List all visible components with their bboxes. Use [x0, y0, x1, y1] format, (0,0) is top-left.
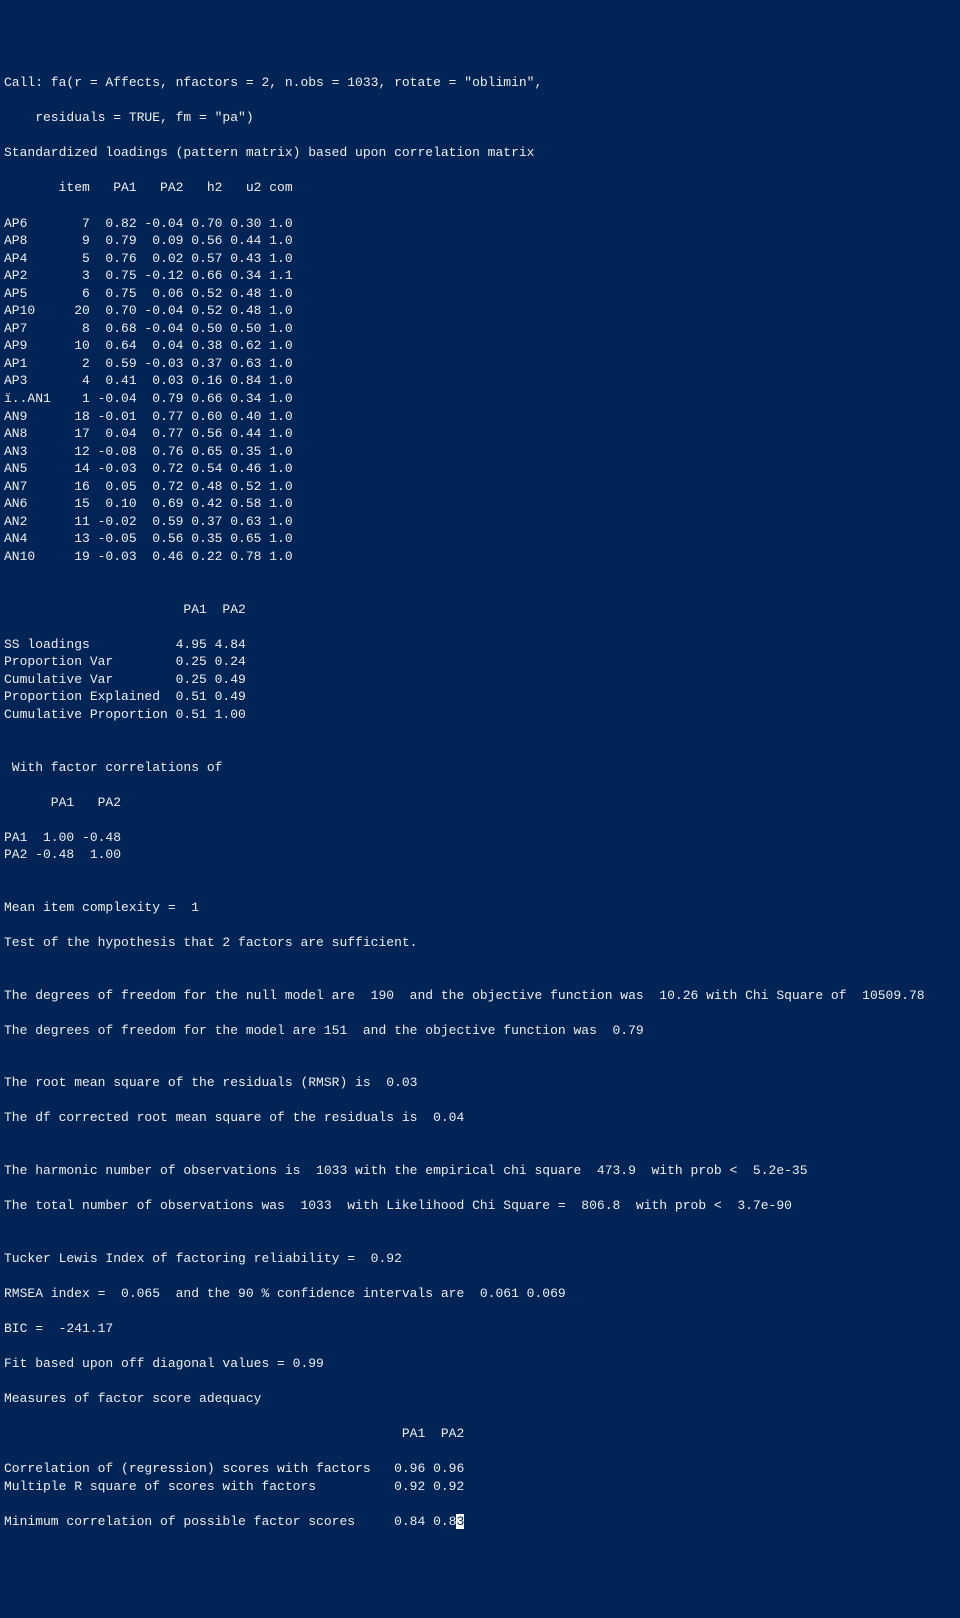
variance-header: PA1 PA2: [4, 601, 960, 619]
output-row: Multiple R square of scores with factors…: [4, 1478, 960, 1496]
measures-cols: PA1 PA2: [4, 1425, 960, 1443]
harmonic-obs: The harmonic number of observations is 1…: [4, 1162, 960, 1180]
output-row: AP6 7 0.82 -0.04 0.70 0.30 1.0: [4, 215, 960, 233]
measures-header: Measures of factor score adequacy: [4, 1390, 960, 1408]
factor-corr-header: With factor correlations of: [4, 759, 960, 777]
selected-text[interactable]: 3: [456, 1514, 464, 1529]
df-corrected-rmsr: The df corrected root mean square of the…: [4, 1109, 960, 1127]
output-row: Cumulative Var 0.25 0.49: [4, 671, 960, 689]
mean-complexity: Mean item complexity = 1: [4, 899, 960, 917]
output-row: Proportion Var 0.25 0.24: [4, 653, 960, 671]
output-row: AN7 16 0.05 0.72 0.48 0.52 1.0: [4, 478, 960, 496]
r-call-line2: residuals = TRUE, fm = "pa"): [4, 109, 960, 127]
rmsr: The root mean square of the residuals (R…: [4, 1074, 960, 1092]
output-row: AP3 4 0.41 0.03 0.16 0.84 1.0: [4, 372, 960, 390]
total-obs: The total number of observations was 103…: [4, 1197, 960, 1215]
output-row: AN5 14 -0.03 0.72 0.54 0.46 1.0: [4, 460, 960, 478]
output-row: AN9 18 -0.01 0.77 0.60 0.40 1.0: [4, 408, 960, 426]
r-call-line1: Call: fa(r = Affects, nfactors = 2, n.ob…: [4, 74, 960, 92]
output-row: AN3 12 -0.08 0.76 0.65 0.35 1.0: [4, 443, 960, 461]
hypothesis-test: Test of the hypothesis that 2 factors ar…: [4, 934, 960, 952]
fit-diagonal: Fit based upon off diagonal values = 0.9…: [4, 1355, 960, 1373]
output-row: Correlation of (regression) scores with …: [4, 1460, 960, 1478]
bic: BIC = -241.17: [4, 1320, 960, 1338]
output-row: AN10 19 -0.03 0.46 0.22 0.78 1.0: [4, 548, 960, 566]
variance-rows-block: SS loadings 4.95 4.84Proportion Var 0.25…: [4, 636, 960, 724]
output-row: Proportion Explained 0.51 0.49: [4, 688, 960, 706]
loadings-column-header: item PA1 PA2 h2 u2 com: [4, 179, 960, 197]
output-row: AP5 6 0.75 0.06 0.52 0.48 1.0: [4, 285, 960, 303]
df-model: The degrees of freedom for the model are…: [4, 1022, 960, 1040]
output-row: AP7 8 0.68 -0.04 0.50 0.50 1.0: [4, 320, 960, 338]
output-row: PA2 -0.48 1.00: [4, 846, 960, 864]
output-row: AP1 2 0.59 -0.03 0.37 0.63 1.0: [4, 355, 960, 373]
factor-corr-rows-block: PA1 1.00 -0.48PA2 -0.48 1.00: [4, 829, 960, 864]
output-row: AN4 13 -0.05 0.56 0.35 0.65 1.0: [4, 530, 960, 548]
factor-corr-cols: PA1 PA2: [4, 794, 960, 812]
measures-rows-block: Correlation of (regression) scores with …: [4, 1460, 960, 1495]
output-row: AN6 15 0.10 0.69 0.42 0.58 1.0: [4, 495, 960, 513]
tucker-lewis: Tucker Lewis Index of factoring reliabil…: [4, 1250, 960, 1268]
output-row: AP9 10 0.64 0.04 0.38 0.62 1.0: [4, 337, 960, 355]
output-row: SS loadings 4.95 4.84: [4, 636, 960, 654]
loadings-header: Standardized loadings (pattern matrix) b…: [4, 144, 960, 162]
output-row: AP10 20 0.70 -0.04 0.52 0.48 1.0: [4, 302, 960, 320]
output-row: AP8 9 0.79 0.09 0.56 0.44 1.0: [4, 232, 960, 250]
df-null: The degrees of freedom for the null mode…: [4, 987, 960, 1005]
output-row: PA1 1.00 -0.48: [4, 829, 960, 847]
output-row: AN8 17 0.04 0.77 0.56 0.44 1.0: [4, 425, 960, 443]
output-row: ï..AN1 1 -0.04 0.79 0.66 0.34 1.0: [4, 390, 960, 408]
min-correlation-row: Minimum correlation of possible factor s…: [4, 1513, 960, 1531]
output-row: AP2 3 0.75 -0.12 0.66 0.34 1.1: [4, 267, 960, 285]
rmsea-index: RMSEA index = 0.065 and the 90 % confide…: [4, 1285, 960, 1303]
output-row: AN2 11 -0.02 0.59 0.37 0.63 1.0: [4, 513, 960, 531]
loadings-rows-block: AP6 7 0.82 -0.04 0.70 0.30 1.0AP8 9 0.79…: [4, 215, 960, 566]
output-row: Cumulative Proportion 0.51 1.00: [4, 706, 960, 724]
min-corr-prefix: Minimum correlation of possible factor s…: [4, 1514, 456, 1529]
output-row: AP4 5 0.76 0.02 0.57 0.43 1.0: [4, 250, 960, 268]
